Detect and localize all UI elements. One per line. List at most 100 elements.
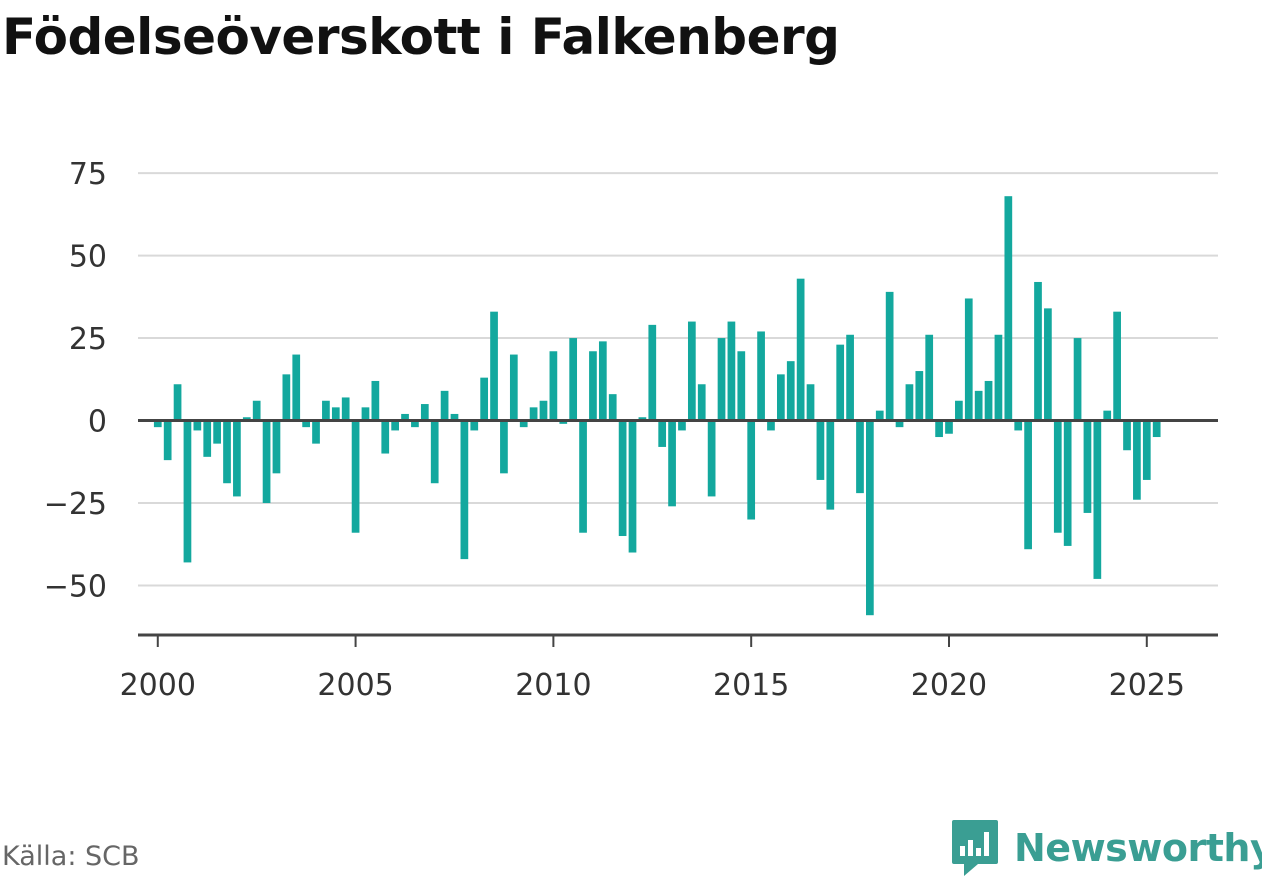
x-tick-label: 2000	[120, 668, 196, 703]
bar	[480, 377, 489, 421]
bar	[450, 413, 459, 421]
bar	[203, 420, 212, 457]
bar	[608, 394, 617, 421]
bar	[658, 420, 667, 447]
bar	[381, 420, 390, 454]
bar	[173, 384, 182, 421]
bar	[440, 390, 449, 421]
bar	[1123, 420, 1131, 451]
bar	[777, 374, 785, 421]
bar	[420, 404, 429, 421]
bar	[401, 413, 409, 421]
bar	[727, 321, 736, 421]
bar	[1063, 420, 1072, 546]
bar	[786, 361, 795, 421]
bar	[272, 420, 281, 474]
bar	[628, 420, 637, 553]
brand-logo: Newsworthy	[950, 818, 1262, 878]
bar	[697, 384, 706, 421]
bar	[737, 351, 746, 421]
bar	[915, 371, 924, 421]
bar	[856, 420, 864, 494]
bar	[1152, 420, 1161, 438]
bar	[282, 374, 291, 421]
bar	[598, 341, 607, 421]
bar	[569, 338, 578, 421]
bar	[1034, 281, 1042, 421]
bar	[905, 384, 914, 421]
bar	[233, 420, 241, 497]
bar	[331, 407, 340, 421]
bar	[193, 420, 202, 431]
bar	[935, 420, 943, 438]
y-tick-label: −50	[44, 570, 107, 605]
x-axis: 2000 2005 2010 2015 2020 2025	[120, 633, 1218, 703]
bar	[559, 420, 568, 424]
bar	[1053, 420, 1062, 533]
bar	[638, 417, 647, 421]
bar	[490, 311, 498, 421]
bar	[292, 354, 301, 421]
y-tick-label: −25	[44, 487, 107, 522]
bar	[262, 420, 271, 504]
bar	[242, 417, 251, 421]
bar	[717, 338, 726, 421]
y-tick-label: 75	[69, 157, 107, 192]
bar	[1093, 420, 1102, 579]
bar	[836, 344, 845, 421]
bar	[163, 420, 172, 461]
bar	[816, 420, 825, 480]
bar	[213, 420, 221, 444]
brand-name: Newsworthy	[1014, 826, 1262, 870]
y-tick-label: 0	[88, 405, 107, 440]
bar	[984, 380, 993, 421]
bar	[945, 420, 953, 434]
bar	[707, 420, 716, 497]
bar	[361, 407, 370, 421]
bar	[252, 400, 261, 421]
bar	[806, 384, 815, 421]
bar	[885, 291, 894, 421]
x-tick-label: 2010	[515, 668, 591, 703]
bar	[470, 420, 479, 431]
bar	[509, 354, 518, 421]
bar	[687, 321, 696, 421]
bar	[1142, 420, 1151, 480]
bar	[322, 400, 330, 421]
bar	[1083, 420, 1092, 513]
bar	[1044, 308, 1052, 421]
bar-chart: −50 −25 0 25 50 75 2000 2005 2010 2015 2020 2025	[44, 157, 1218, 703]
bar	[539, 400, 548, 421]
bar	[1113, 311, 1121, 421]
bar	[974, 390, 983, 421]
bar	[519, 420, 528, 428]
bar	[589, 351, 597, 421]
bar	[925, 334, 934, 421]
bar	[579, 420, 587, 533]
bar	[1024, 420, 1032, 550]
bar	[351, 420, 360, 533]
bar	[618, 420, 627, 537]
bar	[312, 420, 320, 444]
bar	[460, 420, 469, 560]
bar	[302, 420, 310, 428]
bar	[391, 420, 399, 431]
x-tick-label: 2005	[317, 668, 393, 703]
bar	[895, 420, 904, 428]
bar	[678, 420, 686, 431]
bar	[767, 420, 775, 431]
bar	[1073, 338, 1082, 421]
bar	[223, 420, 231, 484]
bar	[846, 334, 854, 421]
bar	[341, 397, 350, 421]
bar	[875, 410, 884, 421]
bar	[153, 420, 162, 428]
bar	[866, 420, 874, 616]
bar	[529, 407, 538, 421]
bar	[994, 334, 1003, 421]
x-tick-label: 2020	[911, 668, 987, 703]
bar	[1133, 420, 1141, 500]
bar-series	[138, 196, 1218, 616]
y-tick-label: 50	[69, 240, 107, 275]
bar	[549, 351, 558, 421]
